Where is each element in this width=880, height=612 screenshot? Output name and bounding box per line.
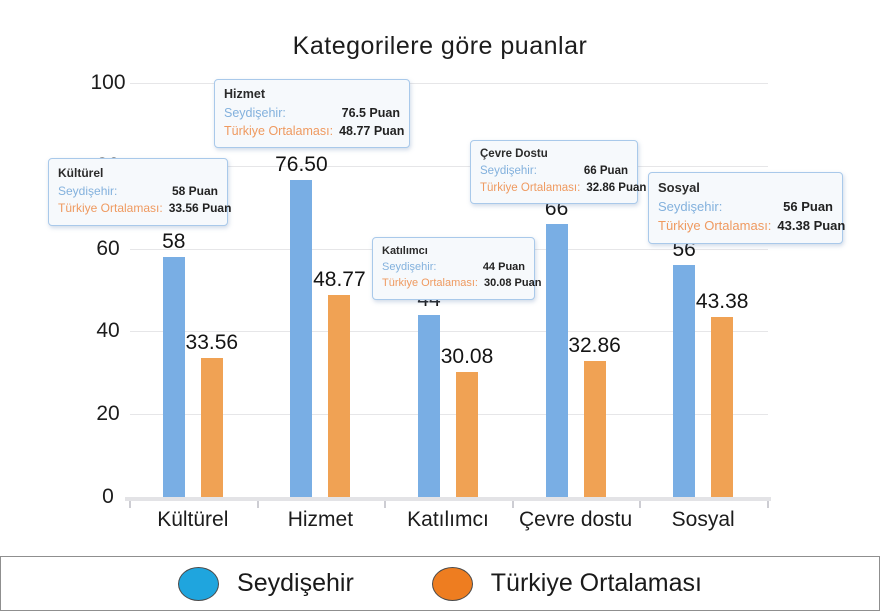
gridline (130, 331, 768, 333)
legend-swatch-seydisehir-icon (178, 566, 220, 601)
bar-value-label: 56 (672, 238, 696, 262)
tooltip-series-label: Türkiye Ortalaması: (224, 124, 334, 139)
gridline (130, 414, 768, 416)
y-axis-tick-label: 60 (96, 236, 120, 260)
x-axis-tick (384, 501, 387, 508)
tooltip-title: Çevre Dostu (480, 148, 548, 160)
tooltip-row: Seydişehir: 66 Puan (480, 163, 628, 180)
tooltip-hizmet: Hizmet Seydişehir: 76.5 Puan Türkiye Ortala… (214, 79, 410, 149)
tooltip-series-label: Seydişehir: (480, 165, 537, 177)
bar-value-label: 33.56 (185, 331, 239, 355)
tooltip-row: Türkiye Ortalaması: 48.77 Puan (224, 122, 404, 140)
bar-value-label: 58 (162, 229, 186, 253)
tooltip-title: Katılımcı (382, 245, 428, 257)
tooltip-series-value: 66 Puan (583, 165, 628, 177)
tooltip-cevre-dostu: Çevre Dostu Seydişehir: 66 Puan Türkiye Ort… (470, 140, 646, 205)
x-axis-category-label-kulturel: Kültürel (157, 508, 229, 531)
bar-seydisehir-cevre-dostu[interactable] (545, 223, 568, 497)
bar-seydisehir-sosyal[interactable] (673, 265, 696, 497)
bar-seydisehir-kulturel[interactable] (162, 256, 185, 497)
tooltip-title: Hizmet (224, 87, 265, 101)
tooltip-row: Seydişehir: 44 Puan (382, 260, 525, 276)
tooltip-series-label: Seydişehir: (224, 106, 286, 120)
tooltip-series-value: 43.38 Puan (777, 217, 846, 233)
tooltip-series-value: 30.08 Puan (483, 276, 542, 289)
y-axis-tick-label: 20 (96, 402, 120, 426)
bar-value-label: 76.50 (275, 153, 328, 177)
bar-turkiye-ortalamasi-sosyal[interactable] (711, 317, 734, 497)
tooltip-series-label: Seydişehir: (382, 261, 437, 273)
x-axis-tick (256, 501, 259, 508)
y-axis-tick-label: 40 (96, 319, 120, 343)
chart-title: Kategorilere göre puanlar (292, 32, 588, 60)
x-axis-tick (511, 501, 514, 508)
x-axis-category-label-hizmet: Hizmet (287, 508, 354, 531)
tooltip-series-value: 76.5 Puan (341, 106, 400, 120)
tooltip-sosyal: Sosyal Seydişehir: 56 Puan Türkiye Ortalama… (648, 172, 845, 244)
tooltip-row: Seydişehir: 76.5 Puan (224, 104, 400, 122)
y-axis-tick-label: 0 (102, 485, 114, 508)
tooltip-row: Türkiye Ortalaması: 33.56 Puan (58, 200, 231, 217)
x-axis-category-label-sosyal: Sosyal (671, 508, 735, 531)
legend-item-seydisehir[interactable]: Seydişehir (178, 566, 354, 601)
bar-value-label: 48.77 (313, 268, 366, 292)
bar-turkiye-ortalamasi-kulturel[interactable] (200, 358, 223, 497)
bar-value-label: 43.38 (695, 290, 749, 314)
tooltip-series-label: Seydişehir: (58, 184, 118, 198)
tooltip-series-label: Türkiye Ortalaması: (382, 276, 478, 289)
bar-turkiye-ortalamasi-hizmet[interactable] (328, 295, 351, 497)
bar-value-label: 32.86 (568, 333, 621, 357)
legend-item-label: Türkiye Ortalaması (490, 569, 702, 597)
x-axis-line (125, 497, 771, 501)
bar-turkiye-ortalamasi-katilimci[interactable] (456, 372, 478, 497)
tooltip-series-value: 48.77 Puan (339, 124, 405, 139)
tooltip-row: Seydişehir: 58 Puan (58, 183, 218, 200)
legend-item-label: Seydişehir (237, 569, 354, 597)
tooltip-series-value: 32.86 Puan (586, 181, 647, 194)
tooltip-row: Türkiye Ortalaması: 43.38 Puan (658, 217, 845, 236)
legend-item-turkiye-ortalamasi[interactable]: Türkiye Ortalaması (431, 566, 702, 601)
legend-swatch-turkiye-ortalamasi-icon (431, 566, 473, 601)
gridline (130, 165, 768, 167)
tooltip-series-label: Seydişehir: (658, 199, 723, 214)
tooltip-series-label: Türkiye Ortalaması: (480, 181, 581, 194)
tooltip-kulturel: Kültürel Seydişehir: 58 Puan Türkiye Ortala… (48, 158, 231, 226)
y-axis-tick-label: 100 (90, 71, 126, 94)
bar-seydisehir-hizmet[interactable] (290, 180, 313, 497)
tooltip-series-value: 58 Puan (171, 184, 218, 198)
tooltip-series-label: Türkiye Ortalaması: (658, 217, 772, 233)
tooltip-series-value: 33.56 Puan (168, 201, 232, 216)
x-axis-category-label-katilimci: Katılımcı (407, 508, 489, 531)
tooltip-katilimci: Katılımcı Seydişehir: 44 Puan Türkiye Ortal… (372, 237, 541, 300)
chart-legend: Seydişehir Türkiye Ortalaması (0, 556, 880, 611)
tooltip-title: Kültürel (58, 166, 104, 180)
x-axis-tick (639, 501, 642, 508)
tooltip-row: Türkiye Ortalaması: 32.86 Puan (480, 180, 646, 197)
tooltip-row: Türkiye Ortalaması: 30.08 Puan (382, 276, 541, 292)
tooltip-row: Seydişehir: 56 Puan (658, 198, 833, 217)
tooltip-title: Sosyal (658, 180, 700, 195)
x-axis-category-label-cevre-dostu: Çevre dostu (518, 508, 633, 531)
tooltip-series-value: 56 Puan (783, 199, 833, 214)
tooltip-series-value: 44 Puan (482, 261, 525, 273)
bar-value-label: 30.08 (440, 345, 494, 369)
bar-turkiye-ortalamasi-cevre-dostu[interactable] (583, 360, 606, 497)
x-axis-tick (767, 501, 769, 508)
x-axis-tick (129, 501, 131, 508)
bar-seydisehir-katilimci[interactable] (418, 314, 440, 497)
tooltip-series-label: Türkiye Ortalaması: (58, 201, 163, 216)
gridline (130, 83, 768, 84)
